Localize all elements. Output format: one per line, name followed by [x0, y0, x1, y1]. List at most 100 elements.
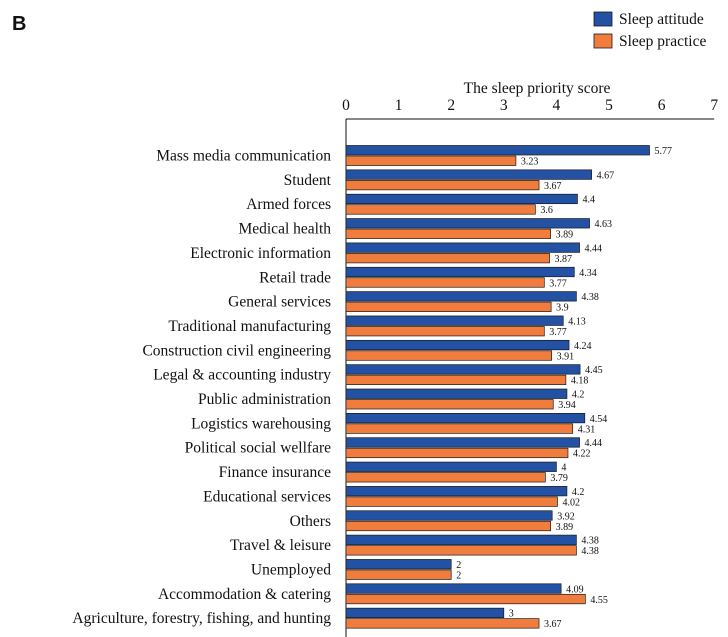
- bar-sleep-attitude: [345, 364, 581, 375]
- bar-sleep-attitude: [345, 437, 580, 448]
- bar-sleep-practice: [345, 277, 545, 288]
- value-label-sleep-attitude: 4.24: [574, 341, 592, 352]
- bar-sleep-practice: [345, 399, 554, 410]
- category-label: Logistics warehousing: [191, 415, 331, 432]
- value-label-sleep-practice: 3.67: [544, 619, 562, 630]
- value-label-sleep-attitude: 4.2: [572, 487, 585, 498]
- value-label-sleep-practice: 4.02: [562, 497, 580, 508]
- bar-sleep-practice: [345, 545, 577, 556]
- value-label-sleep-practice: 3.79: [550, 473, 568, 484]
- bar-sleep-attitude: [345, 291, 577, 302]
- bar-sleep-attitude: [345, 583, 562, 594]
- value-label-sleep-practice: 3.77: [549, 327, 567, 338]
- value-label-sleep-attitude: 4.54: [590, 414, 608, 425]
- category-label: Armed forces: [246, 196, 331, 213]
- category-label: Political social wellfare: [185, 440, 331, 457]
- category-label: General services: [228, 294, 331, 311]
- value-label-sleep-attitude: 4: [561, 463, 566, 474]
- category-label: Retail trade: [259, 269, 331, 286]
- category-label: Travel & leisure: [230, 537, 331, 554]
- category-label: Construction civil engineering: [142, 342, 331, 359]
- legend-swatch: [593, 33, 613, 49]
- category-label: Educational services: [203, 488, 331, 505]
- legend-swatch: [593, 11, 613, 27]
- x-tick-label: 7: [710, 97, 718, 114]
- value-label-sleep-practice: 3.89: [556, 230, 574, 241]
- x-tick-label: 6: [658, 97, 666, 114]
- bar-sleep-practice: [345, 155, 517, 166]
- value-label-sleep-attitude: 4.4: [582, 195, 595, 206]
- value-label-sleep-practice: 4.38: [581, 546, 599, 557]
- category-label: Public administration: [198, 391, 331, 408]
- value-label-sleep-attitude: 4.45: [585, 365, 603, 376]
- category-labels: Mass media communication Student Armed for…: [72, 148, 331, 628]
- value-label-sleep-practice: 3.77: [549, 278, 567, 289]
- legend: Sleep attitude Sleep practice: [593, 11, 706, 50]
- bar-sleep-attitude: [345, 339, 570, 351]
- bar-sleep-practice: [345, 350, 553, 361]
- bar-sleep-attitude: [345, 266, 575, 278]
- value-label-sleep-attitude: 3: [509, 609, 514, 620]
- chart-title: The sleep priority score: [464, 80, 611, 97]
- value-label-sleep-attitude: 4.34: [579, 268, 597, 279]
- x-tick-label: 1: [395, 97, 403, 114]
- value-label-sleep-practice: 4.55: [590, 595, 608, 606]
- value-label-sleep-practice: 3.23: [521, 157, 539, 168]
- bar-sleep-practice: [345, 618, 540, 629]
- bars: 5.77 3.23 4.67 3.67 4.4 3.6 4.63 3.89 4.44 3.87 4.…: [345, 145, 673, 630]
- bar-sleep-attitude: [345, 607, 505, 619]
- value-label-sleep-practice: 3.9: [556, 303, 569, 314]
- bar-sleep-practice: [345, 496, 558, 507]
- category-label: Electronic information: [190, 245, 331, 262]
- value-label-sleep-attitude: 4.09: [566, 584, 584, 595]
- bar-sleep-attitude: [345, 413, 586, 424]
- bar-sleep-practice: [345, 423, 574, 434]
- bar-sleep-attitude: [345, 169, 592, 180]
- bar-sleep-attitude: [345, 486, 568, 497]
- value-label-sleep-practice: 3.67: [544, 181, 562, 192]
- category-label: Medical health: [238, 221, 331, 238]
- value-label-sleep-attitude: 4.38: [581, 292, 599, 303]
- value-label-sleep-attitude: 4.44: [585, 438, 603, 449]
- bar-sleep-practice: [345, 180, 540, 191]
- category-label: Agriculture, forestry, fishing, and hunt…: [72, 610, 331, 627]
- bar-sleep-practice: [345, 228, 551, 239]
- category-label: Unemployed: [251, 561, 331, 578]
- bar-sleep-attitude: [345, 218, 590, 229]
- bar-sleep-attitude: [345, 145, 650, 156]
- x-tick-label: 2: [447, 97, 455, 114]
- value-label-sleep-attitude: 3.92: [557, 511, 575, 522]
- bar-sleep-practice: [345, 447, 569, 459]
- value-label-sleep-attitude: 4.63: [595, 219, 613, 230]
- value-label-sleep-practice: 3.6: [540, 205, 553, 216]
- bar-sleep-practice: [345, 253, 550, 264]
- value-label-sleep-attitude: 4.67: [597, 170, 615, 181]
- panel-label: B: [12, 13, 26, 35]
- bar-sleep-attitude: [345, 510, 553, 521]
- value-label-sleep-practice: 4.22: [573, 449, 591, 460]
- category-label: Accommodation & catering: [158, 586, 331, 603]
- value-label-sleep-practice: 3.89: [556, 522, 574, 533]
- value-label-sleep-attitude: 4.44: [585, 243, 603, 254]
- x-tick-label: 4: [553, 97, 561, 114]
- category-label: Mass media communication: [156, 148, 331, 165]
- x-tick-label: 0: [342, 97, 350, 114]
- category-label: Others: [290, 513, 331, 530]
- value-label-sleep-practice: 3.94: [558, 400, 576, 411]
- bar-sleep-practice: [345, 472, 546, 483]
- category-label: Traditional manufacturing: [168, 318, 331, 335]
- x-tick-label: 5: [605, 97, 613, 114]
- legend-label: Sleep practice: [619, 33, 706, 50]
- value-label-sleep-practice: 3.87: [555, 254, 573, 265]
- bar-sleep-attitude: [345, 461, 557, 472]
- value-label-sleep-practice: 3.91: [557, 351, 575, 362]
- value-label-sleep-attitude: 2: [456, 560, 461, 571]
- value-label-sleep-attitude: 4.2: [572, 390, 585, 401]
- value-label-sleep-attitude: 4.38: [581, 536, 599, 547]
- value-label-sleep-attitude: 5.77: [655, 146, 673, 157]
- bar-sleep-practice: [345, 569, 452, 580]
- value-label-sleep-attitude: 4.13: [568, 316, 586, 327]
- bar-sleep-attitude: [345, 534, 577, 545]
- bar-sleep-practice: [345, 326, 545, 337]
